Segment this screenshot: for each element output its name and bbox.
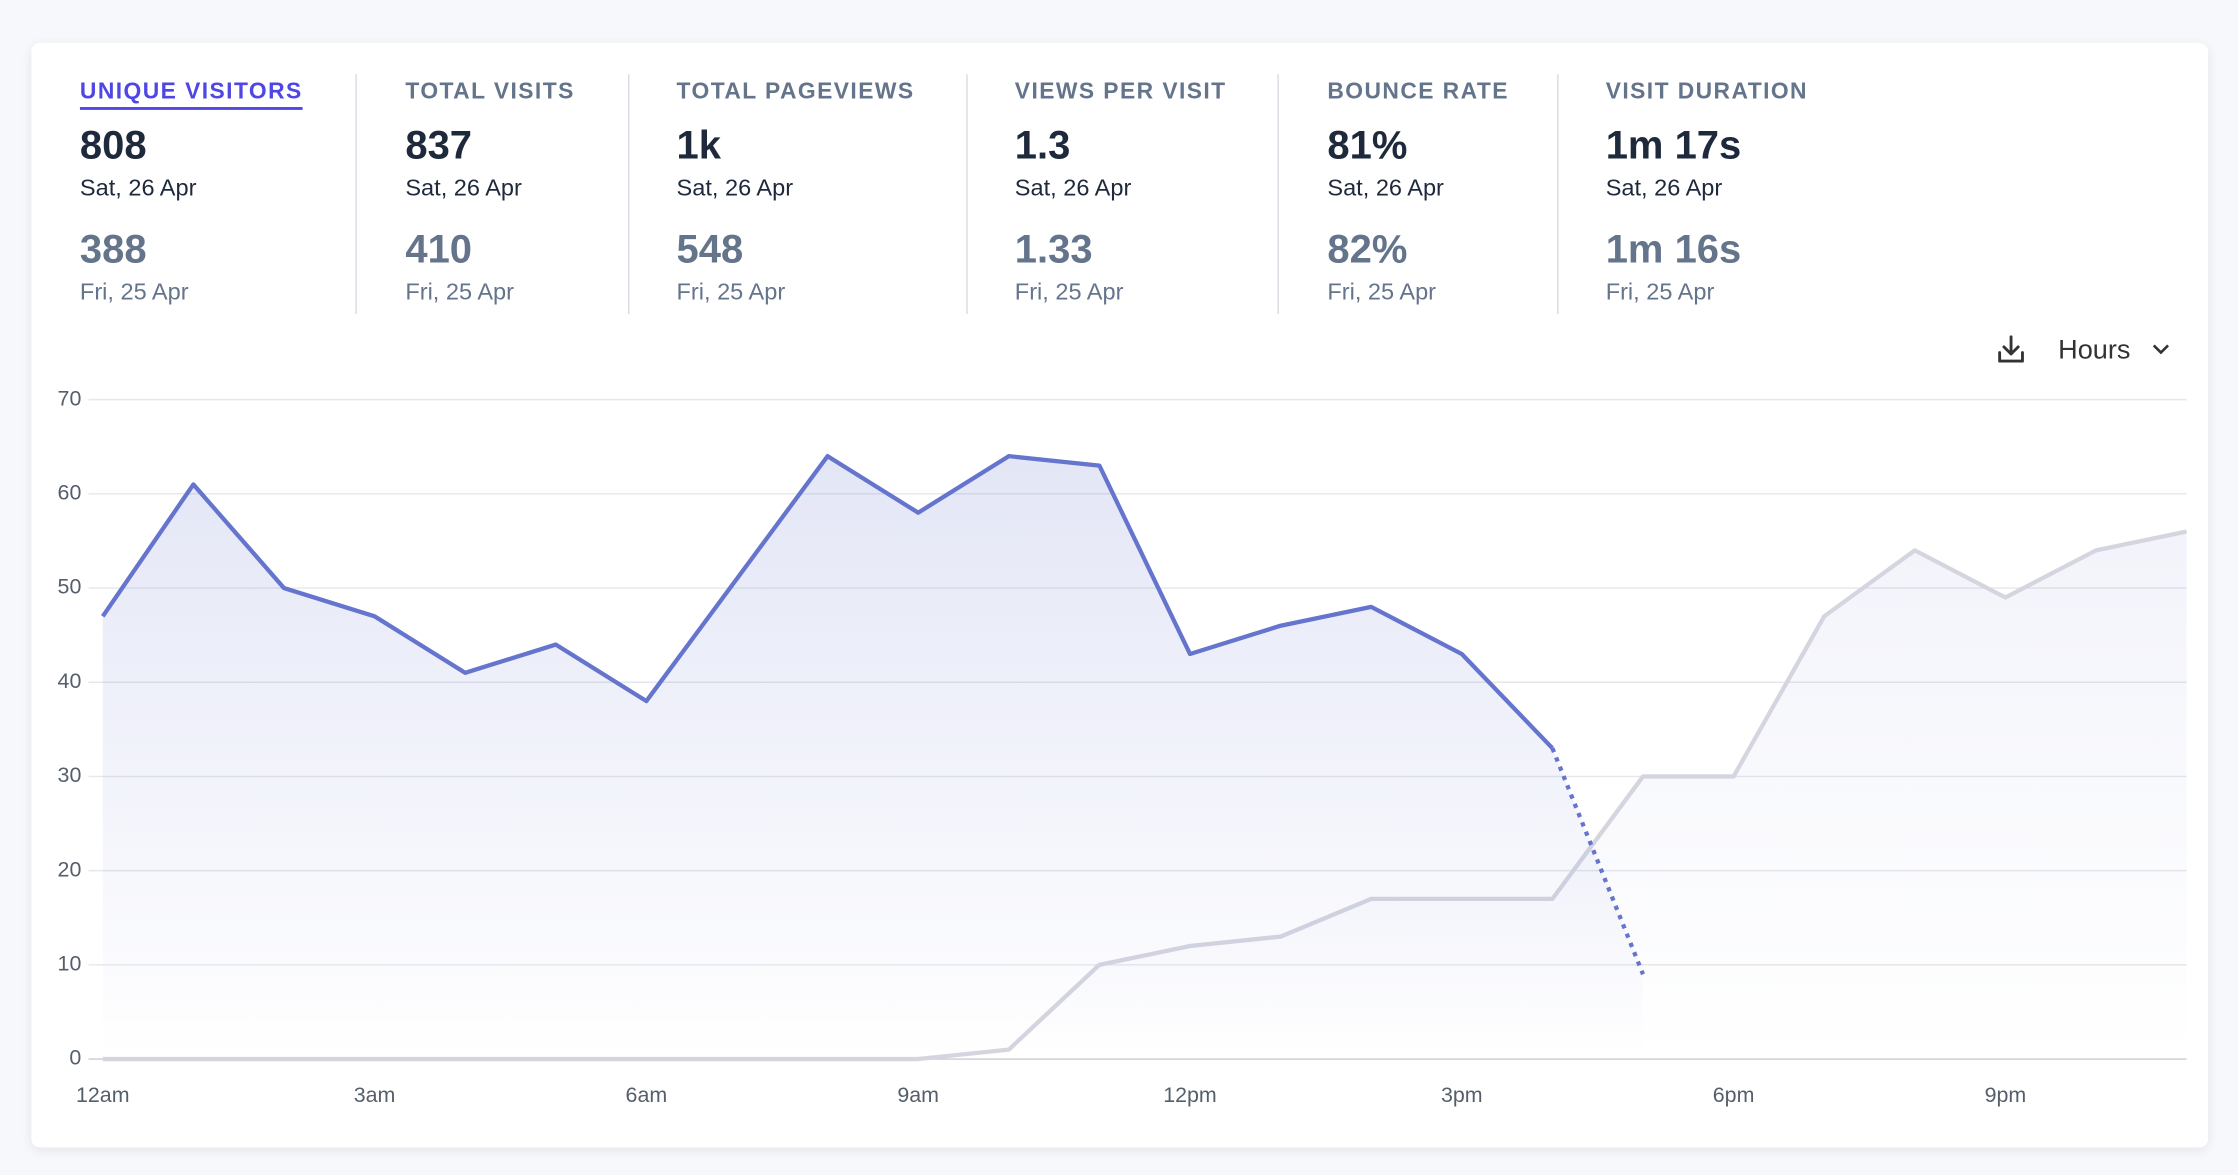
metric-previous-date: Fri, 25 Apr (405, 279, 515, 306)
y-tick-label: 40 (58, 669, 82, 693)
download-button[interactable] (1998, 335, 2024, 363)
metric-previous-value: 410 (405, 226, 473, 272)
series-line (101, 454, 1554, 750)
x-tick-label: 12pm (1163, 1083, 1217, 1107)
divider (1277, 74, 1279, 315)
metric-previous-date: Fri, 25 Apr (1605, 279, 1715, 306)
metric-previous-value: 1m 16s (1605, 226, 1742, 272)
y-tick-label: 60 (58, 480, 82, 504)
metric-previous-date: Fri, 25 Apr (676, 279, 786, 306)
incomplete-line (1550, 747, 1645, 976)
metric-previous-date: Fri, 25 Apr (1014, 279, 1124, 306)
area-fill (102, 456, 1643, 1060)
divider (966, 74, 968, 315)
metric-value: 1.3 (1014, 122, 1071, 167)
metric-previous-value: 388 (79, 226, 147, 272)
y-tick-label: 0 (69, 1046, 81, 1070)
metric-date: Sat, 26 Apr (1327, 175, 1444, 202)
metric-date: Sat, 26 Apr (676, 175, 794, 202)
y-tick-label: 10 (58, 952, 82, 976)
metric-label[interactable]: BOUNCE RATE (1327, 79, 1509, 105)
x-tick-label: 9pm (1985, 1083, 2027, 1107)
metric-previous-value: 82% (1327, 226, 1408, 272)
metric-date: Sat, 26 Apr (1014, 175, 1132, 202)
x-tick-label: 3pm (1441, 1083, 1483, 1107)
divider (1557, 74, 1559, 315)
divider (355, 74, 357, 315)
metric-value: 1k (676, 122, 722, 167)
area-fill (102, 531, 2187, 1060)
metric-value: 837 (405, 122, 473, 167)
metric-date: Sat, 26 Apr (405, 175, 522, 202)
x-tick-label: 12am (76, 1083, 130, 1107)
interval-select[interactable]: Hours (2058, 333, 2130, 364)
metric-label[interactable]: VIEWS PER VISIT (1014, 79, 1227, 105)
metric-label[interactable]: VISIT DURATION (1605, 79, 1808, 105)
chevron[interactable] (2152, 344, 2169, 355)
metric-value: 81% (1327, 122, 1408, 167)
metric-previous-value: 1.33 (1014, 226, 1093, 272)
y-tick-label: 50 (58, 575, 82, 599)
metric-previous-date: Fri, 25 Apr (79, 279, 189, 306)
metric-value: 808 (79, 122, 147, 167)
divider (628, 74, 630, 315)
metric-label[interactable]: TOTAL VISITS (405, 79, 575, 105)
y-tick-label: 20 (58, 857, 82, 881)
y-tick-label: 30 (58, 763, 82, 787)
x-tick-label: 6pm (1713, 1083, 1755, 1107)
metric-label[interactable]: TOTAL PAGEVIEWS (676, 79, 915, 105)
metric-date: Sat, 26 Apr (1605, 175, 1723, 202)
x-tick-label: 3am (354, 1083, 396, 1107)
x-tick-label: 9am (897, 1083, 939, 1107)
metric-label[interactable]: UNIQUE VISITORS (79, 80, 303, 110)
download-icon[interactable] (1998, 335, 2024, 363)
x-tick-label: 6am (626, 1083, 668, 1107)
metric-previous-date: Fri, 25 Apr (1327, 279, 1437, 306)
metric-previous-value: 548 (676, 226, 744, 272)
metric-date: Sat, 26 Apr (79, 175, 197, 202)
metric-value: 1m 17s (1605, 122, 1742, 167)
y-tick-label: 70 (58, 386, 82, 410)
